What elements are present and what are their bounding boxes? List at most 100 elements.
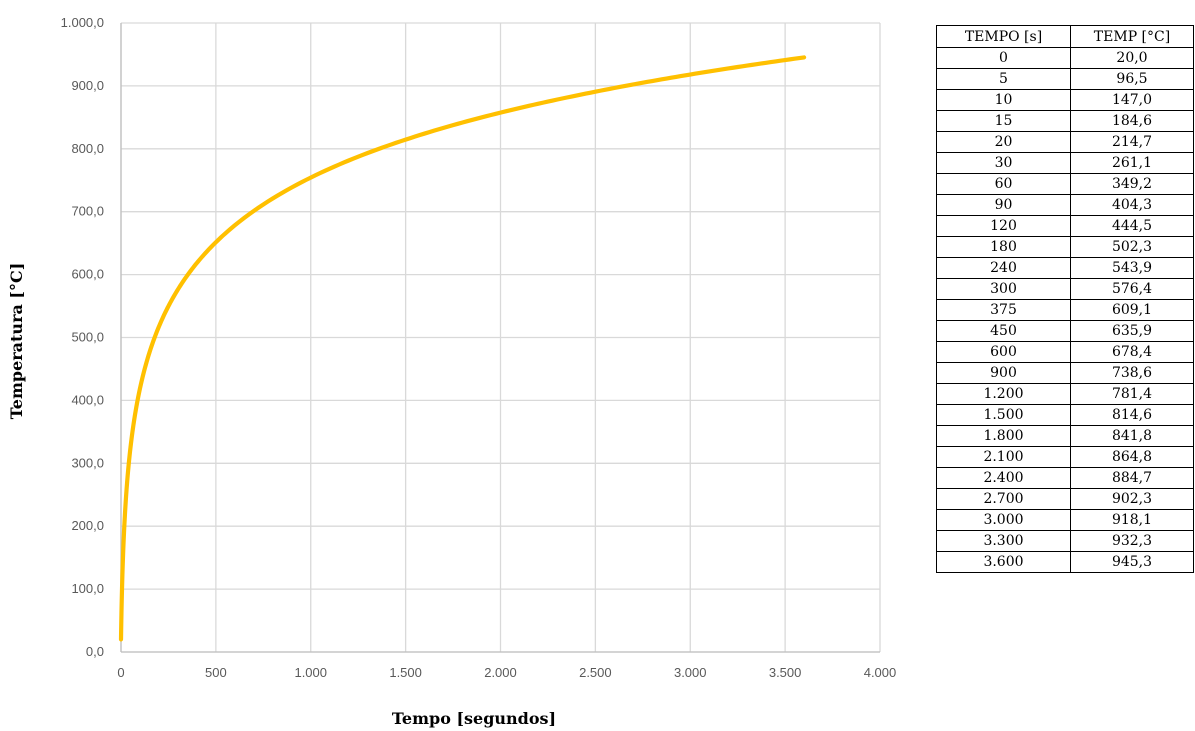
- chart-series: [118, 55, 807, 642]
- table-row: 2.400 884,7: [936, 467, 1194, 489]
- cell-temp: 841,8: [1070, 425, 1194, 447]
- y-tick-label: 0,0: [86, 644, 104, 659]
- chart-gridlines: [120, 22, 881, 653]
- cell-tempo: 90: [936, 194, 1071, 216]
- cell-temp: 932,3: [1070, 530, 1194, 552]
- cell-temp: 884,7: [1070, 467, 1194, 489]
- cell-tempo: 10: [936, 89, 1071, 111]
- cell-tempo: 180: [936, 236, 1071, 258]
- table-row: 0 20,0: [936, 47, 1194, 69]
- cell-temp: 96,5: [1070, 68, 1194, 90]
- cell-temp: 184,6: [1070, 110, 1194, 132]
- table-header: TEMPO [s] TEMP [°C]: [936, 25, 1194, 48]
- series-line: [118, 55, 807, 642]
- cell-temp: 635,9: [1070, 320, 1194, 342]
- x-tick-label: 3.500: [769, 665, 802, 680]
- cell-temp: 918,1: [1070, 509, 1194, 531]
- y-tick-label: 100,0: [71, 581, 104, 596]
- cell-temp: 781,4: [1070, 383, 1194, 405]
- y-tick-label: 500,0: [71, 330, 104, 345]
- table-row: 900 738,6: [936, 362, 1194, 384]
- cell-temp: 543,9: [1070, 257, 1194, 279]
- cell-temp: 864,8: [1070, 446, 1194, 468]
- cell-temp: 678,4: [1070, 341, 1194, 363]
- y-tick-label: 300,0: [71, 455, 104, 470]
- cell-temp: 20,0: [1070, 47, 1194, 69]
- table-header-row: TEMPO [s] TEMP [°C]: [936, 25, 1194, 48]
- x-tick-label: 0: [117, 665, 124, 680]
- y-tick-label: 800,0: [71, 141, 104, 156]
- cell-tempo: 375: [936, 299, 1071, 321]
- table-row: 600 678,4: [936, 341, 1194, 363]
- chart-tick-labels: 0,0 100,0 200,0 300,0 400,0 500,0 600,0 700,0 80…: [61, 15, 897, 680]
- cell-temp: 214,7: [1070, 131, 1194, 153]
- chart-axes: [120, 23, 880, 653]
- y-tick-label: 600,0: [71, 267, 104, 282]
- table-row: 30 261,1: [936, 152, 1194, 174]
- cell-tempo: 0: [936, 47, 1071, 69]
- x-tick-label: 1.500: [389, 665, 422, 680]
- cell-tempo: 300: [936, 278, 1071, 300]
- y-tick-label: 400,0: [71, 392, 104, 407]
- cell-tempo: 15: [936, 110, 1071, 132]
- y-tick-label: 200,0: [71, 518, 104, 533]
- cell-temp: 502,3: [1070, 236, 1194, 258]
- cell-tempo: 60: [936, 173, 1071, 195]
- table-row: 60 349,2: [936, 173, 1194, 195]
- x-tick-label: 2.500: [579, 665, 612, 680]
- cell-tempo: 2.700: [936, 488, 1071, 510]
- cell-temp: 945,3: [1070, 551, 1194, 573]
- cell-tempo: 450: [936, 320, 1071, 342]
- cell-temp: 261,1: [1070, 152, 1194, 174]
- cell-temp: 404,3: [1070, 194, 1194, 216]
- table-row: 15 184,6: [936, 110, 1194, 132]
- y-tick-label: 900,0: [71, 78, 104, 93]
- table-row: 120 444,5: [936, 215, 1194, 237]
- header-tempo: TEMPO [s]: [936, 25, 1071, 48]
- table-row: 450 635,9: [936, 320, 1194, 342]
- table-row: 5 96,5: [936, 68, 1194, 90]
- cell-tempo: 2.400: [936, 467, 1071, 489]
- table-row: 10 147,0: [936, 89, 1194, 111]
- cell-temp: 738,6: [1070, 362, 1194, 384]
- table-row: 180 502,3: [936, 236, 1194, 258]
- cell-tempo: 3.000: [936, 509, 1071, 531]
- cell-tempo: 3.300: [936, 530, 1071, 552]
- cell-tempo: 2.100: [936, 446, 1071, 468]
- y-tick-label: 700,0: [71, 204, 104, 219]
- cell-tempo: 1.200: [936, 383, 1071, 405]
- table-row: 2.100 864,8: [936, 446, 1194, 468]
- cell-temp: 814,6: [1070, 404, 1194, 426]
- table-row: 1.800 841,8: [936, 425, 1194, 447]
- table-body: 0 20,0 5 96,5 10 147,0 15 184,6 20 214,7 30 261,1 60…: [936, 47, 1194, 573]
- cell-tempo: 120: [936, 215, 1071, 237]
- table-row: 3.600 945,3: [936, 551, 1194, 573]
- y-tick-label: 1.000,0: [61, 15, 104, 30]
- x-tick-label: 3.000: [674, 665, 707, 680]
- cell-temp: 349,2: [1070, 173, 1194, 195]
- table-row: 2.700 902,3: [936, 488, 1194, 510]
- cell-tempo: 30: [936, 152, 1071, 174]
- y-axis-title: Temperatura [°C]: [7, 263, 26, 420]
- x-tick-label: 4.000: [864, 665, 897, 680]
- data-table: TEMPO [s] TEMP [°C] 0 20,0 5 96,5 10 147,0 15 1…: [936, 25, 1194, 573]
- cell-tempo: 600: [936, 341, 1071, 363]
- table-row: 240 543,9: [936, 257, 1194, 279]
- x-axis-title: Tempo [segundos]: [392, 709, 556, 728]
- header-temp: TEMP [°C]: [1070, 25, 1194, 48]
- x-tick-label: 1.000: [294, 665, 327, 680]
- cell-temp: 444,5: [1070, 215, 1194, 237]
- cell-temp: 609,1: [1070, 299, 1194, 321]
- cell-tempo: 240: [936, 257, 1071, 279]
- x-tick-label: 500: [205, 665, 227, 680]
- table-row: 300 576,4: [936, 278, 1194, 300]
- cell-tempo: 1.800: [936, 425, 1071, 447]
- temperature-time-chart: 0,0 100,0 200,0 300,0 400,0 500,0 600,0 700,0 80…: [7, 15, 897, 728]
- table-row: 90 404,3: [936, 194, 1194, 216]
- x-tick-label: 2.000: [484, 665, 517, 680]
- cell-tempo: 20: [936, 131, 1071, 153]
- table-row: 375 609,1: [936, 299, 1194, 321]
- table-row: 20 214,7: [936, 131, 1194, 153]
- cell-temp: 147,0: [1070, 89, 1194, 111]
- cell-temp: 576,4: [1070, 278, 1194, 300]
